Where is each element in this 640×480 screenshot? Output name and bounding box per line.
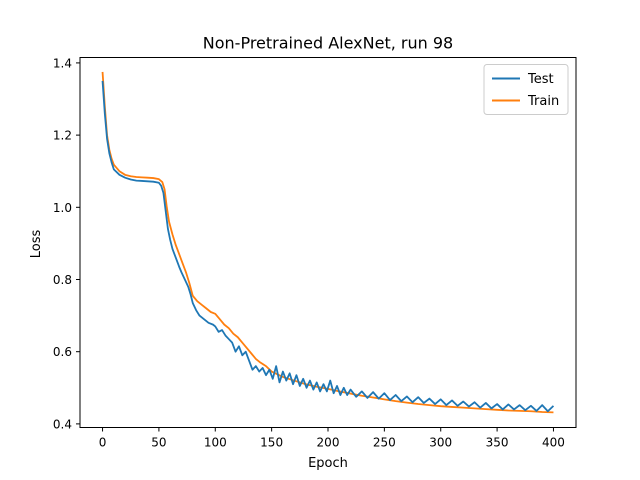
x-tick-label: 350 bbox=[486, 436, 509, 450]
x-tick-label: 250 bbox=[373, 436, 396, 450]
y-tick-label: 0.6 bbox=[53, 345, 72, 359]
y-tick-label: 0.8 bbox=[53, 273, 72, 287]
chart-title: Non-Pretrained AlexNet, run 98 bbox=[203, 34, 453, 53]
x-tick-label: 0 bbox=[99, 436, 107, 450]
axes-frame bbox=[79, 57, 577, 428]
y-tick-label: 0.4 bbox=[53, 417, 72, 431]
series-layer bbox=[101, 71, 555, 414]
x-tick-label: 300 bbox=[429, 436, 452, 450]
x-axis: 0 50 100 150 200 250 300 350 400 bbox=[99, 427, 565, 450]
y-axis-label: Loss bbox=[29, 230, 44, 259]
y-tick-label: 1.4 bbox=[53, 56, 72, 70]
x-tick-label: 50 bbox=[151, 436, 166, 450]
y-tick-label: 1.0 bbox=[53, 201, 72, 215]
x-axis-label: Epoch bbox=[308, 456, 348, 471]
series-line-train bbox=[101, 71, 554, 414]
x-tick-label: 150 bbox=[260, 436, 283, 450]
y-axis: 0.4 0.6 0.8 1.0 1.2 1.4 bbox=[53, 56, 80, 431]
y-tick-label: 1.2 bbox=[53, 129, 72, 143]
series-line-test bbox=[101, 80, 555, 413]
x-tick-label: 100 bbox=[204, 436, 227, 450]
x-tick-label: 400 bbox=[542, 436, 565, 450]
x-tick-label: 200 bbox=[317, 436, 340, 450]
legend-label-test: Test bbox=[527, 72, 554, 87]
legend-label-train: Train bbox=[527, 94, 559, 109]
legend-box bbox=[483, 64, 569, 115]
legend: Test Train bbox=[483, 64, 569, 115]
